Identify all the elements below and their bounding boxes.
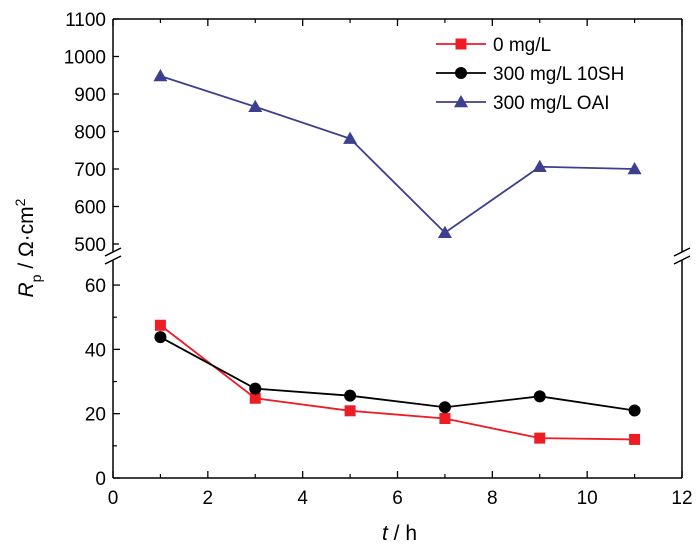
- series-1: [154, 319, 641, 445]
- data-point: [629, 433, 641, 445]
- data-point: [154, 331, 167, 344]
- x-tick-label: 4: [297, 488, 308, 509]
- y-tick-label-lower: 40: [85, 340, 106, 361]
- axis-break-mark-left-2: [104, 255, 122, 265]
- data-point: [438, 401, 451, 414]
- legend-entry-3: 300 mg/L OAI: [436, 93, 610, 114]
- axis-break-mark-right-1: [673, 247, 691, 257]
- legend-entry-1: 0 mg/L: [436, 35, 551, 56]
- x-tick-label: 12: [671, 488, 692, 509]
- series-line-1: [159, 324, 635, 441]
- legend-label: 300 mg/L OAI: [493, 93, 610, 114]
- x-axis-label: t / h: [382, 522, 417, 545]
- legend-label: 0 mg/L: [493, 35, 551, 56]
- x-tick-label: 0: [108, 488, 119, 509]
- data-point: [437, 225, 452, 238]
- x-tick-label: 2: [203, 488, 214, 509]
- data-point: [439, 413, 451, 425]
- axis-labels: t / hRp / Ω·cm2: [12, 198, 417, 545]
- data-point: [343, 131, 358, 144]
- y-tick-label-lower: 60: [85, 276, 106, 297]
- y-tick-label-upper: 600: [74, 198, 106, 219]
- data-point: [249, 382, 262, 395]
- y-tick-label-upper: 500: [74, 235, 106, 256]
- y-tick-label-upper: 1100: [65, 10, 106, 31]
- x-tick-label: 8: [487, 488, 498, 509]
- y-axis-label-unit: / Ω·cm: [15, 206, 38, 274]
- data-point: [628, 404, 641, 417]
- y-axis-label: Rp / Ω·cm2: [12, 198, 44, 297]
- y-axis-label-var: R: [15, 282, 38, 297]
- y-tick-label-upper: 900: [74, 85, 106, 106]
- x-axis-label-unit: / h: [388, 522, 417, 545]
- series-2: [154, 331, 641, 417]
- data-point: [249, 392, 261, 404]
- x-axis-label-var: t: [382, 522, 389, 545]
- data-point: [534, 432, 546, 444]
- data-point: [154, 319, 166, 331]
- data-point: [532, 159, 547, 172]
- x-tick-label: 10: [577, 488, 598, 509]
- y-axis-label-sub: p: [28, 274, 44, 282]
- y-tick-label-upper: 700: [74, 160, 106, 181]
- legend-label: 300 mg/L 10SH: [493, 64, 624, 85]
- axis-break-mark-right-2: [673, 255, 691, 265]
- series-3: [153, 69, 642, 238]
- data-point: [533, 390, 546, 403]
- y-axis-label-sup: 2: [12, 198, 28, 206]
- plot-frame: [104, 18, 691, 479]
- y-tick-label-upper: 800: [74, 123, 106, 144]
- legend: 0 mg/L 300 mg/L 10SH 300 mg/L OAI: [436, 35, 624, 114]
- data-point: [344, 389, 357, 402]
- data-point: [248, 99, 263, 112]
- series-line-2: [159, 336, 635, 412]
- legend-entry-2: 300 mg/L 10SH: [436, 64, 624, 85]
- legend-marker: [454, 95, 468, 108]
- series-line-3: [160, 75, 635, 234]
- x-tick-label: 6: [392, 488, 403, 509]
- axis-ticks: 0 2 4 6 8 10 12 500 600 700 800 900 1000 1100 0 20 40 60: [64, 10, 693, 509]
- y-tick-label-upper: 1000: [64, 48, 106, 69]
- data-point: [344, 405, 356, 417]
- data-point: [153, 69, 168, 82]
- y-tick-label-lower: 20: [85, 405, 106, 426]
- legend-marker: [455, 67, 467, 79]
- legend-marker: [455, 38, 467, 50]
- axis-break-mark-left-1: [104, 247, 122, 257]
- data-point: [627, 162, 642, 175]
- series-layer: [153, 69, 642, 445]
- y-tick-label-lower: 0: [95, 469, 106, 490]
